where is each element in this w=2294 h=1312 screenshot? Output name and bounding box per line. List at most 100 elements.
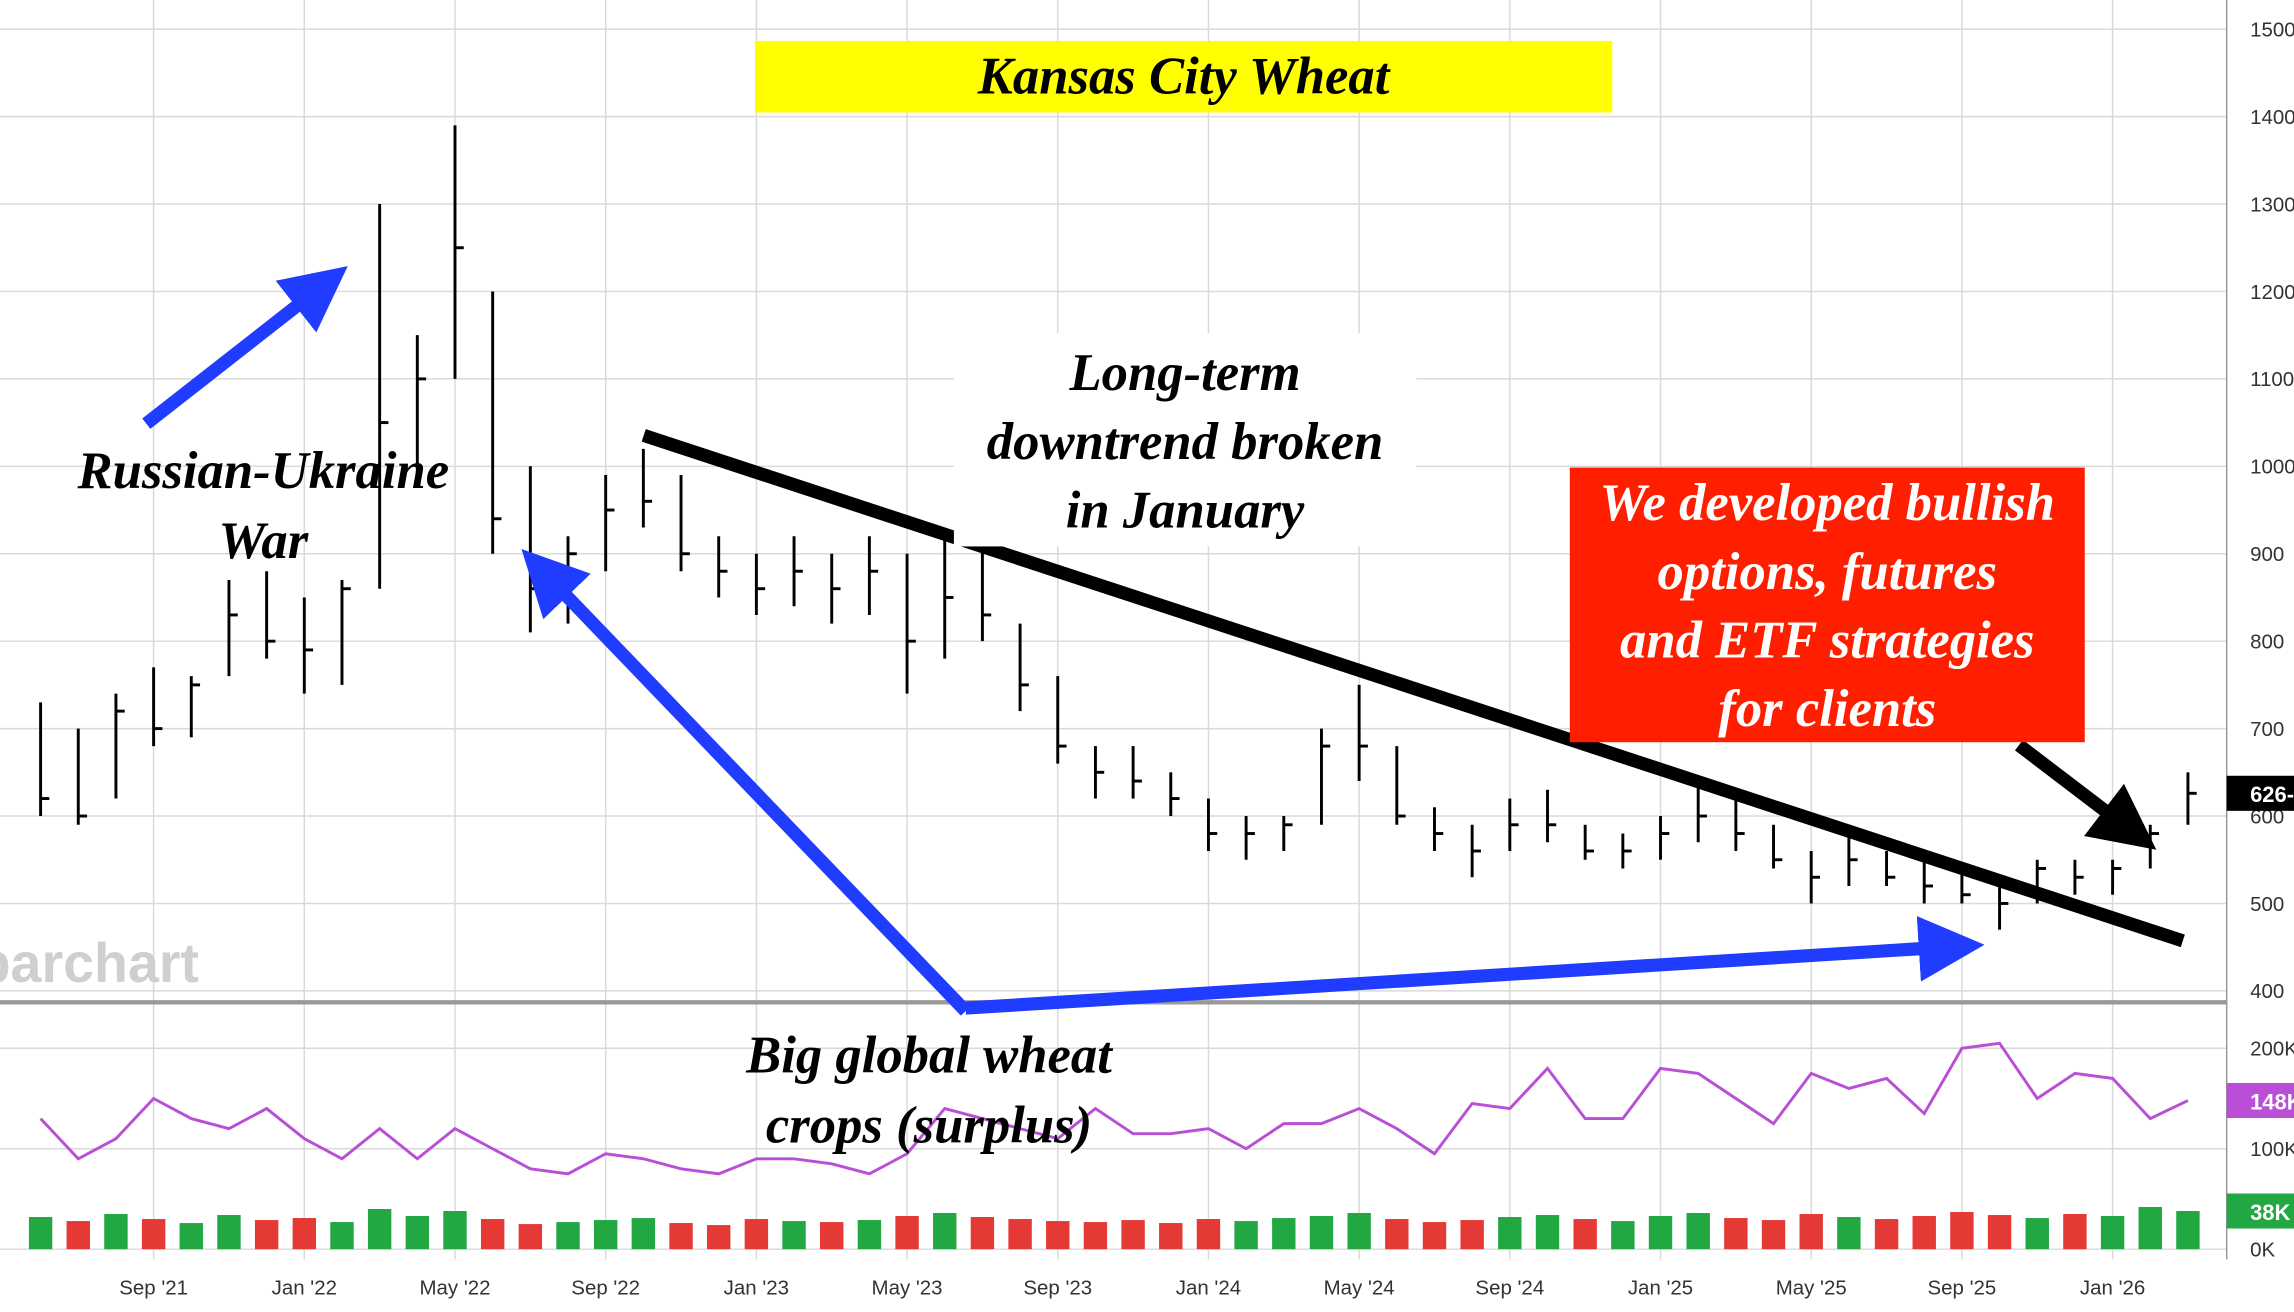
volume-bar: [744, 1219, 769, 1250]
volume-bar: [518, 1224, 543, 1250]
x-tick-label: May '24: [1324, 1276, 1395, 1299]
arrow: [965, 915, 1985, 1015]
y-tick-label: 1200: [2250, 281, 2294, 304]
annotation: Long-term: [1068, 344, 1300, 402]
volume-bar: [1121, 1220, 1145, 1250]
annotation: and ETF strategies: [1620, 611, 2035, 669]
marks: [28, 125, 2200, 1250]
annotation: crops (surplus): [766, 1097, 1092, 1155]
y2-tick-label: 100K: [2250, 1138, 2294, 1161]
annotation: War: [218, 512, 308, 570]
volume-bar: [1837, 1217, 1861, 1250]
y-tick-label: 900: [2250, 543, 2284, 566]
x-tick-label: May '25: [1776, 1276, 1847, 1299]
arrow: [142, 266, 348, 429]
volume-bar: [970, 1217, 995, 1250]
volume-bar: [1083, 1222, 1108, 1250]
volume-bar: [2138, 1206, 2162, 1250]
volume-bar: [1761, 1220, 1786, 1250]
volume-bar: [66, 1221, 90, 1250]
volume-bar: [706, 1225, 731, 1250]
volume-bar: [2176, 1211, 2200, 1250]
x-tick-label: Jan '23: [724, 1276, 789, 1299]
volume-bar: [820, 1222, 844, 1250]
annotation: Big global wheat: [745, 1026, 1113, 1084]
volume-bar: [28, 1217, 53, 1250]
volume-bar: [593, 1220, 618, 1250]
volume-bar: [1987, 1215, 2012, 1250]
annotation-box: [1569, 467, 2085, 743]
x-tick-label: Sep '23: [1023, 1276, 1092, 1299]
oi-tag: 148K: [2250, 1089, 2294, 1114]
volume-bar: [631, 1218, 656, 1250]
volume-bar: [1385, 1219, 1409, 1250]
x-tick-label: Sep '21: [119, 1276, 188, 1299]
volume-bar: [292, 1218, 317, 1250]
y-tick-label: 1300: [2250, 193, 2294, 216]
y-tick-label: 1500: [2250, 18, 2294, 41]
volume-bar: [141, 1219, 166, 1250]
x-tick-label: Sep '24: [1475, 1276, 1544, 1299]
volume-bar: [480, 1219, 505, 1250]
title-box: [754, 40, 1613, 113]
arrow: [521, 549, 971, 1016]
volume-bar: [2025, 1218, 2049, 1250]
y-tick-label: 1100: [2250, 368, 2294, 391]
volume-bar: [1196, 1219, 1221, 1250]
volume-bar: [1347, 1213, 1371, 1250]
volume-bar: [1799, 1214, 1823, 1250]
price-tag-bg: [2226, 775, 2294, 811]
volume-bar: [179, 1223, 203, 1250]
volume-bar: [1159, 1223, 1183, 1250]
y-tick-label: 1000: [2250, 456, 2294, 479]
volume-bar: [1234, 1221, 1258, 1250]
y2-tick-label: 0K: [2250, 1238, 2275, 1261]
y-tick-label: 700: [2250, 718, 2284, 741]
volume-bar: [1046, 1221, 1070, 1250]
volume-bar: [1535, 1215, 1560, 1250]
x-tick-label: Sep '25: [1928, 1276, 1997, 1299]
annotation-bg: [953, 333, 1417, 547]
y2-tick-label: 200K: [2250, 1038, 2294, 1061]
price-tag: 626-4: [2250, 782, 2294, 807]
volume-bar: [1272, 1218, 1296, 1250]
volume-bar: [895, 1216, 919, 1250]
annotation: downtrend broken: [987, 413, 1384, 471]
volume-bar: [556, 1222, 580, 1250]
volume-bar: [1912, 1216, 1936, 1250]
volume-bar: [1950, 1212, 1974, 1250]
trendline: [641, 429, 2185, 948]
annotation: for clients: [1718, 680, 1936, 738]
volume-bar: [1648, 1216, 1673, 1250]
volume-tag: 38K: [2250, 1200, 2290, 1225]
y-tick-label: 500: [2250, 893, 2284, 916]
x-tick-label: May '23: [872, 1276, 943, 1299]
annotation: We developed bullish: [1600, 474, 2055, 532]
annotation: Russian-Ukraine: [77, 442, 450, 500]
x-tick-label: Jan '24: [1176, 1276, 1241, 1299]
annotation: options, futures: [1658, 543, 1997, 601]
volume-bar: [367, 1208, 392, 1250]
x-tick-label: May '22: [419, 1276, 490, 1299]
volume-bar: [217, 1215, 241, 1250]
volume-bar: [1422, 1222, 1447, 1250]
volume-bar: [2100, 1216, 2125, 1250]
volume-bar: [1573, 1219, 1597, 1250]
y-tick-label: 1400: [2250, 106, 2294, 129]
y-tick-label: 600: [2250, 805, 2284, 828]
x-tick-label: Jan '26: [2080, 1276, 2145, 1299]
volume-bar: [782, 1221, 806, 1250]
volume-bar: [1724, 1218, 1748, 1250]
watermark: barchart: [0, 932, 199, 994]
annotations: Russian-Ukraine War Long-term downtrend bro…: [77, 333, 2085, 1155]
arrow: [2014, 739, 2157, 850]
volume-bar: [254, 1220, 279, 1250]
volume-bar: [1686, 1213, 1710, 1250]
volume-bar: [669, 1223, 693, 1250]
volume-bar: [443, 1211, 467, 1250]
y-tick-label: 800: [2250, 630, 2284, 653]
open-interest-line: [39, 1041, 2189, 1176]
volume-bar: [1874, 1219, 1899, 1250]
volume-bar: [405, 1216, 430, 1250]
